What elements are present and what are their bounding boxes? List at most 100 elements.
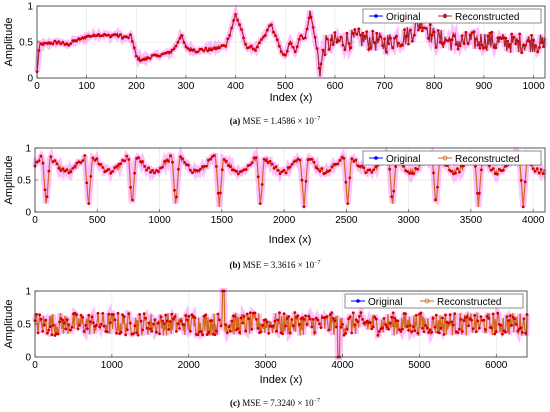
- data-point: [510, 323, 513, 327]
- data-point: [476, 43, 480, 47]
- data-point: [289, 42, 293, 45]
- data-point: [254, 156, 258, 160]
- y-axis-label: Amplitude: [3, 18, 15, 67]
- data-point: [272, 166, 276, 170]
- data-point: [327, 328, 331, 332]
- data-point: [424, 324, 427, 327]
- data-point: [495, 172, 499, 176]
- data-point: [99, 163, 103, 166]
- data-point: [236, 172, 240, 176]
- data-point: [531, 167, 535, 171]
- data-point: [540, 41, 543, 45]
- data-point: [95, 157, 99, 161]
- data-point: [330, 311, 334, 314]
- data-point: [105, 330, 109, 334]
- data-point: [69, 170, 73, 174]
- data-point: [480, 168, 483, 172]
- data-point: [372, 168, 376, 172]
- data-point: [329, 38, 333, 42]
- data-point: [393, 36, 396, 40]
- data-point: [456, 47, 460, 51]
- data-point: [182, 323, 186, 327]
- data-point: [432, 30, 436, 34]
- data-point: [119, 33, 122, 36]
- data-point: [404, 312, 407, 315]
- data-point: [535, 167, 539, 171]
- data-point: [538, 46, 541, 49]
- data-point: [49, 325, 52, 329]
- data-point: [49, 155, 53, 159]
- data-point: [87, 313, 91, 317]
- data-point: [215, 329, 218, 333]
- data-point: [108, 321, 112, 324]
- data-point: [76, 327, 80, 331]
- x-tick-label: 1500: [211, 215, 234, 226]
- data-point: [341, 323, 344, 326]
- data-point: [447, 321, 450, 325]
- data-point: [512, 35, 516, 39]
- data-point: [191, 171, 194, 175]
- data-point: [83, 154, 87, 157]
- data-point: [95, 323, 98, 327]
- data-point: [315, 47, 319, 50]
- data-point: [156, 321, 160, 325]
- data-point: [239, 316, 243, 320]
- data-point: [358, 315, 361, 318]
- data-point: [36, 331, 40, 335]
- legend-label-original: Original: [386, 154, 420, 165]
- data-point: [196, 333, 200, 337]
- data-point: [413, 33, 416, 37]
- data-point: [99, 323, 103, 326]
- data-point: [170, 48, 174, 52]
- data-point: [290, 318, 294, 321]
- data-point: [519, 326, 523, 330]
- x-tick-label: 200: [128, 81, 145, 92]
- data-point: [70, 325, 74, 329]
- data-point: [101, 312, 105, 315]
- data-point: [200, 47, 204, 51]
- data-point: [454, 42, 458, 46]
- data-point: [260, 38, 263, 41]
- data-point: [450, 320, 454, 324]
- data-point: [278, 311, 281, 315]
- data-point: [375, 31, 379, 35]
- data-point: [501, 168, 505, 172]
- data-point: [264, 159, 268, 163]
- data-point: [61, 40, 65, 44]
- data-point: [260, 183, 264, 186]
- data-point: [123, 35, 126, 38]
- data-point: [55, 42, 59, 45]
- data-point: [459, 318, 463, 321]
- data-point: [111, 170, 115, 173]
- data-point: [541, 172, 545, 176]
- data-point: [328, 169, 332, 172]
- data-point: [187, 314, 191, 318]
- data-point: [354, 318, 358, 322]
- data-point: [474, 37, 478, 41]
- data-point: [153, 171, 157, 175]
- data-point: [385, 325, 389, 329]
- data-point: [361, 318, 364, 321]
- data-point: [131, 198, 135, 202]
- data-point: [337, 39, 341, 43]
- data-point: [325, 37, 329, 41]
- data-point: [259, 330, 263, 334]
- x-tick-label: 400: [227, 81, 244, 92]
- data-point: [368, 321, 372, 324]
- data-point: [270, 162, 274, 166]
- data-point: [450, 38, 454, 42]
- data-point: [293, 311, 297, 314]
- data-point: [199, 330, 203, 333]
- data-point: [348, 315, 352, 319]
- data-point: [155, 330, 158, 334]
- data-point: [159, 315, 163, 319]
- data-point: [282, 312, 286, 316]
- data-point: [318, 169, 322, 173]
- caption-b: (b) MSE = 3.3616 × 10−7: [229, 260, 321, 270]
- data-point: [130, 40, 134, 43]
- x-tick-label: 900: [476, 81, 493, 92]
- data-point: [462, 164, 465, 168]
- data-point: [464, 30, 468, 34]
- data-point: [303, 36, 307, 40]
- data-point: [428, 328, 432, 332]
